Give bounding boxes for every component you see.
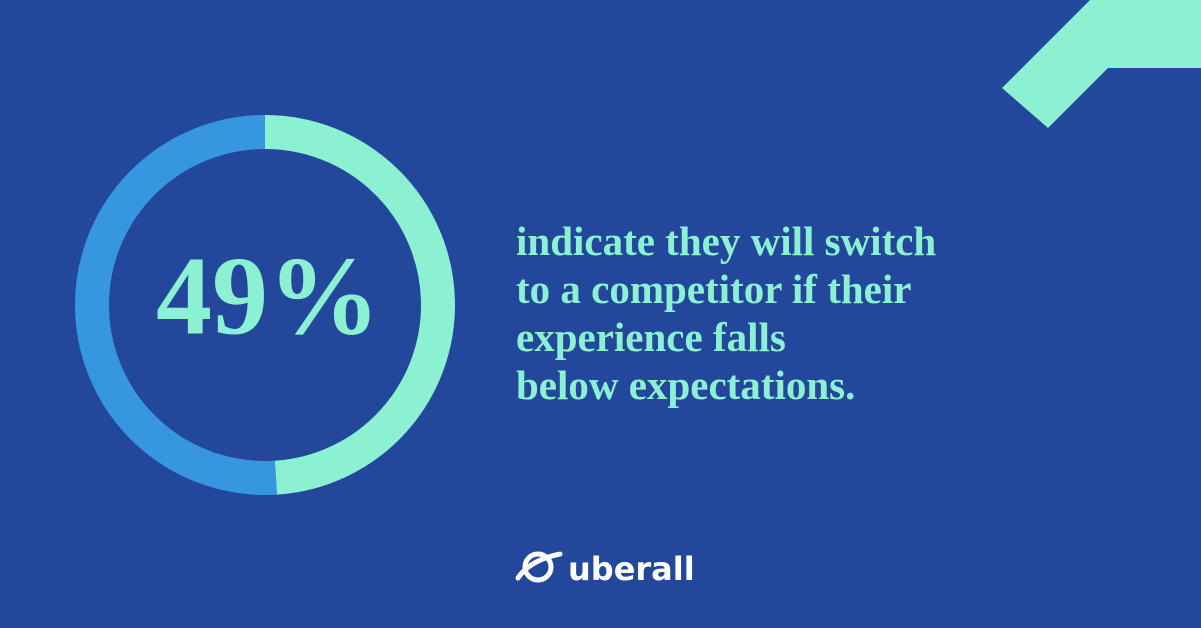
corner-decoration — [1002, 0, 1201, 128]
donut-chart — [75, 115, 455, 495]
annotation-line: indicate they will switch — [516, 218, 936, 264]
annotation-line: below expectations. — [516, 362, 855, 408]
annotation-line: to a competitor if their — [516, 266, 911, 312]
logo-icon — [515, 551, 563, 583]
donut-segment — [264, 115, 455, 495]
donut-segment — [75, 115, 277, 495]
annotation-line: experience falls — [516, 314, 786, 360]
logo: uberall — [515, 550, 695, 588]
center-label: 49% — [156, 235, 380, 359]
brand-name: uberall — [568, 550, 695, 588]
